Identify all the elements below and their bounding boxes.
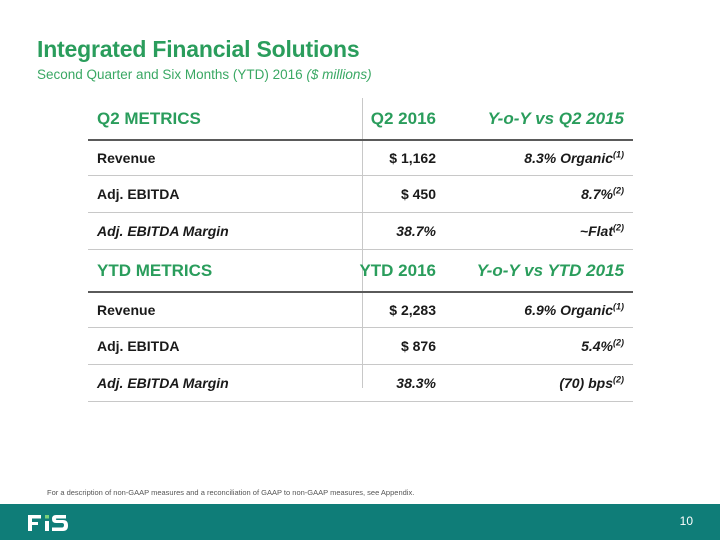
- column-divider: [362, 98, 363, 388]
- table-row: Adj. EBITDA $ 450 8.7%(2): [88, 176, 633, 213]
- metric-change-text: 8.7%: [581, 186, 613, 202]
- metric-change: 5.4%(2): [442, 338, 633, 354]
- metric-change-text: 8.3% Organic: [524, 150, 613, 166]
- table-row: Adj. EBITDA Margin 38.7% ~Flat(2): [88, 213, 633, 250]
- table-row: Revenue $ 2,283 6.9% Organic(1): [88, 291, 633, 328]
- footnote-ref: (1): [613, 149, 624, 160]
- metric-label: Revenue: [97, 302, 156, 318]
- metric-change-text: 5.4%: [581, 338, 613, 354]
- metric-label: Adj. EBITDA: [97, 338, 180, 354]
- slide-subtitle: Second Quarter and Six Months (YTD) 2016…: [37, 67, 372, 82]
- metric-label: Adj. EBITDA Margin: [97, 375, 229, 391]
- metric-value: $ 450: [400, 186, 436, 202]
- ytd-period-header: YTD 2016: [359, 260, 436, 280]
- fis-logo-icon: [28, 514, 78, 537]
- q2-yoy-header: Y-o-Y vs Q2 2015: [487, 108, 624, 128]
- q2-header-row: Q2 METRICS Q2 2016 Y-o-Y vs Q2 2015: [88, 98, 633, 139]
- slide-title: Integrated Financial Solutions: [37, 36, 360, 62]
- metric-value: 38.3%: [396, 375, 436, 391]
- footnote-ref: (2): [613, 222, 624, 233]
- metric-change: 8.3% Organic(1): [442, 150, 633, 166]
- metric-change: ~Flat(2): [442, 223, 633, 239]
- footnote-ref: (2): [613, 185, 624, 196]
- metrics-table: Q2 METRICS Q2 2016 Y-o-Y vs Q2 2015 Reve…: [88, 98, 633, 402]
- metric-label: Adj. EBITDA: [97, 186, 180, 202]
- metric-change-text: (70) bps: [559, 375, 613, 391]
- subtitle-units: ($ millions): [306, 67, 372, 82]
- metric-label: Adj. EBITDA Margin: [97, 223, 229, 239]
- table-row: Adj. EBITDA Margin 38.3% (70) bps(2): [88, 365, 633, 402]
- q2-period-header: Q2 2016: [370, 108, 436, 128]
- q2-metrics-header: Q2 METRICS: [97, 108, 201, 128]
- footnote-ref: (2): [613, 337, 624, 348]
- metric-change: 6.9% Organic(1): [442, 302, 633, 318]
- ytd-metrics-header: YTD METRICS: [97, 260, 213, 280]
- ytd-header-row: YTD METRICS YTD 2016 Y-o-Y vs YTD 2015: [88, 250, 633, 291]
- metric-change-text: ~Flat: [579, 223, 613, 239]
- metric-value: $ 2,283: [389, 302, 436, 318]
- footer-bar: 10: [0, 504, 720, 540]
- footnote-ref: (1): [613, 301, 624, 312]
- metric-change: 8.7%(2): [442, 186, 633, 202]
- subtitle-main: Second Quarter and Six Months (YTD) 2016: [37, 67, 307, 82]
- footnote: For a description of non-GAAP measures a…: [47, 488, 415, 497]
- footnote-ref: (2): [613, 374, 624, 385]
- page-number: 10: [679, 514, 693, 528]
- table-row: Adj. EBITDA $ 876 5.4%(2): [88, 328, 633, 365]
- ytd-yoy-header: Y-o-Y vs YTD 2015: [476, 260, 624, 280]
- table-row: Revenue $ 1,162 8.3% Organic(1): [88, 139, 633, 176]
- metric-value: $ 876: [400, 338, 436, 354]
- metric-change-text: 6.9% Organic: [524, 302, 613, 318]
- metric-value: 38.7%: [396, 223, 436, 239]
- metric-label: Revenue: [97, 150, 156, 166]
- metric-value: $ 1,162: [389, 150, 436, 166]
- metric-change: (70) bps(2): [442, 375, 633, 391]
